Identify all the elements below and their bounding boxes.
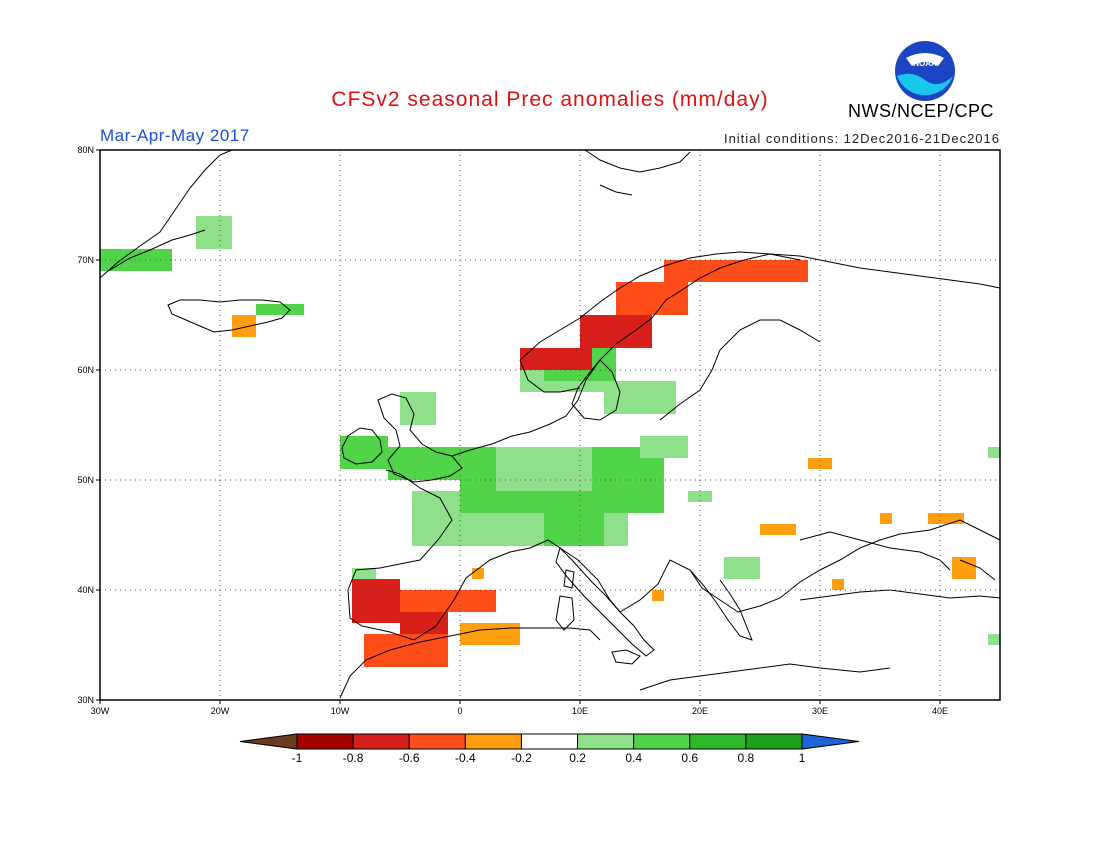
noaa-logo: NOAA [895,41,955,101]
anomaly-cell [400,590,496,612]
colorbar-segment [408,733,466,750]
anomaly-cell [640,436,688,458]
gridlines-layer [100,150,1000,700]
map-frame [99,149,1001,701]
anomaly-cell [232,315,256,337]
anomaly-cell [256,304,304,315]
colorbar-label: 0.6 [681,751,698,765]
lon-tick-label: 40E [932,706,948,716]
anomaly-cell [520,348,592,370]
anomaly-cell [352,568,376,579]
agency-label: NWS/NCEP/CPC [848,101,995,121]
anomaly-cell [988,447,1000,458]
lon-tick-label: 20W [211,706,230,716]
svg-text:NOAA: NOAA [913,59,937,68]
anomaly-cell [760,524,796,535]
colorbar-min-arrow [239,733,298,750]
colorbar-max-arrow [801,733,860,750]
anomaly-cell [808,458,832,469]
anomaly-cell [196,216,232,249]
lat-tick-label: 40N [77,585,94,595]
chart-title: CFSv2 seasonal Prec anomalies (mm/day) [331,88,769,111]
anomaly-cell [472,568,484,579]
colorbar-segment [745,733,803,750]
lat-tick-label: 30N [77,695,94,705]
anomaly-cell [688,491,712,502]
colorbar-label: 0.2 [569,751,586,765]
lon-tick-label: 30W [91,706,110,716]
coastline-layer [99,149,1001,699]
forecast-period: Mar-Apr-May 2017 [100,126,250,145]
colorbar-segment [464,733,522,750]
lon-tick-label: 20E [692,706,708,716]
anomaly-cell [988,634,1000,645]
colorbar-label: 0.8 [738,751,755,765]
colorbar-label: -1 [292,751,303,765]
lat-tick-label: 70N [77,255,94,265]
colorbar-segment [296,733,354,750]
lon-tick-label: 0 [457,706,462,716]
anomaly-cell [580,315,652,348]
anomaly-cell [952,557,976,579]
lon-tick-label: 10W [331,706,350,716]
colorbar-label: -0.6 [399,751,420,765]
anomaly-cell [544,513,604,546]
lat-tick-label: 60N [77,365,94,375]
colorbar-label: 0.4 [625,751,642,765]
anomaly-cell [724,557,760,579]
anomaly-cell [880,513,892,524]
lat-tick-label: 80N [77,145,94,155]
anomaly-cell [616,282,688,315]
lon-tick-label: 30E [812,706,828,716]
colorbar-label: -0.4 [455,751,476,765]
colorbar-segment [689,733,747,750]
anomaly-cell [928,513,964,524]
colorbar-label: 1 [799,751,806,765]
anomaly-cell [496,447,592,491]
anomaly-cell [352,579,400,623]
lat-tick-label: 50N [77,475,94,485]
colorbar-segment [633,733,691,750]
initial-conditions: Initial conditions: 12Dec2016-21Dec2016 [723,131,1000,146]
colorbar-segment [520,733,579,750]
colorbar-label: -0.8 [343,751,364,765]
lon-tick-label: 10E [572,706,588,716]
anomaly-cell [652,590,664,601]
colorbar-label: -0.2 [511,751,532,765]
anomaly-cell [832,579,844,590]
colorbar-segment [577,733,635,750]
axis-ticks-layer: 30W 20W 10W 0 10E 20E 30E 40E 30N 40N 50N 60N 70N 80N [77,145,948,716]
colorbar-segment [352,733,410,750]
